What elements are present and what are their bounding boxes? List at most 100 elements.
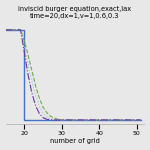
v=0.6 bbox=[23, 45, 25, 47]
v=0.6 bbox=[12, 29, 14, 31]
v=0.6 bbox=[20, 29, 21, 31]
v=0.3 bbox=[125, 119, 127, 121]
exact bbox=[23, 29, 25, 31]
exact bbox=[80, 119, 82, 121]
v=0.3 bbox=[50, 119, 51, 121]
v=0.6 bbox=[50, 118, 51, 120]
v=1 bbox=[140, 119, 142, 121]
v=0.3 bbox=[132, 119, 134, 121]
Line: v=1: v=1 bbox=[6, 30, 141, 120]
v=0.3 bbox=[61, 119, 63, 121]
v=0.6 bbox=[125, 119, 127, 121]
v=0.6 bbox=[117, 119, 119, 121]
v=0.6 bbox=[114, 119, 115, 121]
v=0.3 bbox=[35, 105, 36, 106]
v=0.6 bbox=[80, 119, 82, 121]
v=1 bbox=[23, 40, 25, 42]
exact bbox=[110, 119, 112, 121]
v=0.6 bbox=[140, 119, 142, 121]
v=0.6 bbox=[110, 119, 112, 121]
v=1 bbox=[35, 85, 36, 87]
exact bbox=[87, 119, 89, 121]
Title: inviscid burger equation,exact,lax
time=20,dx=1,v=1,0.6,0.3: inviscid burger equation,exact,lax time=… bbox=[18, 6, 132, 19]
exact bbox=[57, 119, 59, 121]
v=1 bbox=[110, 119, 112, 121]
v=0.6 bbox=[53, 119, 55, 120]
v=0.6 bbox=[38, 105, 40, 107]
exact bbox=[68, 119, 70, 121]
v=1 bbox=[99, 119, 100, 121]
v=1 bbox=[50, 115, 51, 117]
v=0.6 bbox=[76, 119, 78, 121]
v=0.3 bbox=[136, 119, 138, 121]
v=0.6 bbox=[95, 119, 97, 121]
v=0.3 bbox=[84, 119, 85, 121]
exact bbox=[99, 119, 100, 121]
v=0.3 bbox=[68, 119, 70, 121]
v=1 bbox=[106, 119, 108, 121]
v=0.6 bbox=[102, 119, 104, 121]
v=0.3 bbox=[12, 29, 14, 31]
v=0.6 bbox=[8, 29, 10, 31]
v=1 bbox=[20, 29, 21, 31]
v=1 bbox=[117, 119, 119, 121]
v=0.3 bbox=[57, 119, 59, 121]
exact bbox=[84, 119, 85, 121]
exact bbox=[8, 29, 10, 31]
exact bbox=[106, 119, 108, 121]
exact bbox=[121, 119, 123, 121]
exact bbox=[125, 119, 127, 121]
exact bbox=[136, 119, 138, 121]
v=0.6 bbox=[46, 116, 48, 118]
v=0.3 bbox=[129, 119, 130, 121]
v=0.3 bbox=[95, 119, 97, 121]
v=0.3 bbox=[121, 119, 123, 121]
v=0.3 bbox=[38, 113, 40, 114]
v=0.6 bbox=[129, 119, 130, 121]
v=0.3 bbox=[117, 119, 119, 121]
v=0.6 bbox=[35, 95, 36, 96]
exact bbox=[27, 119, 29, 121]
v=0.3 bbox=[8, 29, 10, 31]
exact bbox=[46, 119, 48, 121]
v=1 bbox=[27, 54, 29, 56]
v=1 bbox=[87, 119, 89, 121]
exact bbox=[20, 29, 21, 31]
exact bbox=[65, 119, 66, 121]
v=1 bbox=[8, 29, 10, 31]
v=0.3 bbox=[16, 29, 18, 31]
v=0.6 bbox=[87, 119, 89, 121]
v=1 bbox=[84, 119, 85, 121]
exact bbox=[102, 119, 104, 121]
v=1 bbox=[136, 119, 138, 121]
exact bbox=[35, 119, 36, 121]
exact bbox=[23, 119, 25, 121]
exact bbox=[61, 119, 63, 121]
exact bbox=[76, 119, 78, 121]
v=0.6 bbox=[91, 119, 93, 121]
exact bbox=[31, 119, 33, 121]
exact bbox=[95, 119, 97, 121]
exact bbox=[117, 119, 119, 121]
v=1 bbox=[5, 29, 6, 31]
v=0.3 bbox=[114, 119, 115, 121]
Line: v=0.3: v=0.3 bbox=[6, 30, 141, 120]
v=0.3 bbox=[76, 119, 78, 121]
v=1 bbox=[95, 119, 97, 121]
v=1 bbox=[121, 119, 123, 121]
v=0.6 bbox=[42, 112, 44, 114]
exact bbox=[38, 119, 40, 121]
exact bbox=[5, 29, 6, 31]
v=0.3 bbox=[87, 119, 89, 121]
exact bbox=[91, 119, 93, 121]
v=0.3 bbox=[27, 74, 29, 76]
v=0.6 bbox=[68, 119, 70, 121]
v=1 bbox=[102, 119, 104, 121]
v=1 bbox=[72, 119, 74, 121]
v=0.3 bbox=[53, 119, 55, 121]
v=0.3 bbox=[80, 119, 82, 121]
exact bbox=[50, 119, 51, 121]
exact bbox=[132, 119, 134, 121]
v=1 bbox=[68, 119, 70, 121]
v=0.6 bbox=[61, 119, 63, 121]
